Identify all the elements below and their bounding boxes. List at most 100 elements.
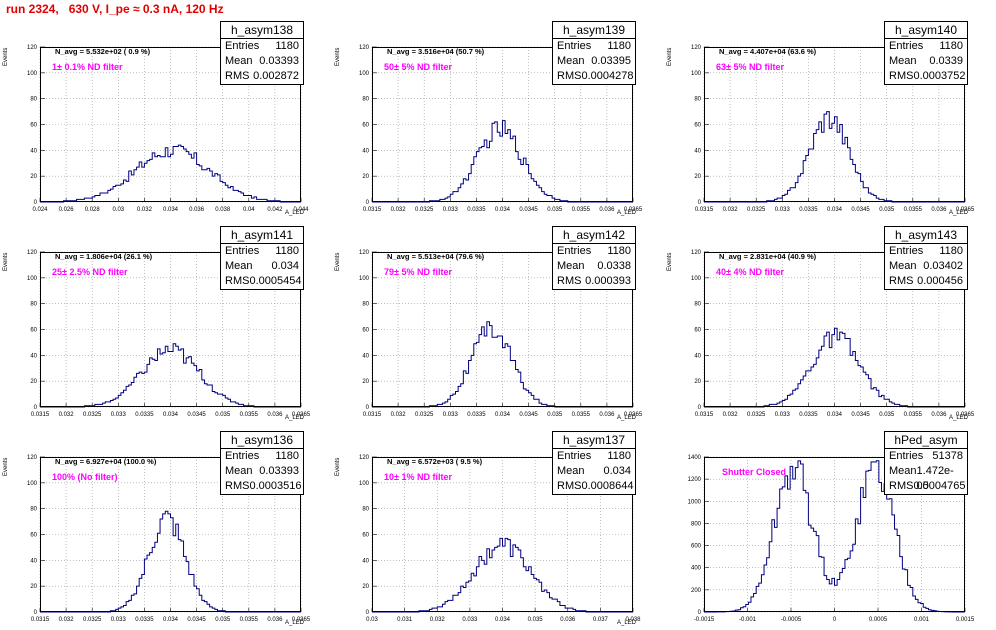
stats-label: Mean: [557, 55, 585, 67]
stats-label: Mean: [889, 260, 917, 272]
y-tick-label: 120: [691, 250, 702, 256]
y-axis-label: Events: [3, 252, 9, 271]
histogram-name: h_asym141: [221, 227, 303, 244]
stats-label: RMS: [557, 275, 582, 287]
histogram-line: [372, 321, 633, 408]
x-tick-label: 0.035: [528, 617, 544, 623]
histogram-panel-h_asym137: 0.03 0.031 0.032 0.033 0.034 0.035 0.036 0.037 0…: [332, 430, 654, 630]
x-axis-label: A_LED: [285, 210, 305, 216]
x-tick-label: 0.0325: [415, 207, 434, 213]
y-axis-label: Events: [335, 252, 341, 271]
y-tick-label: 60: [30, 533, 37, 539]
stats-value: 1.472e-05: [916, 465, 954, 492]
stats-label: Entries: [225, 450, 260, 462]
stats-label: Mean: [225, 55, 253, 67]
stats-row-rms: RMS 0.0003752: [885, 69, 967, 84]
stats-box: h_asym136 Entries 1180 Mean 0.03393 RMS 0.0003…: [220, 431, 304, 495]
plot-frame: [704, 457, 965, 612]
x-tick-label: 0.035: [215, 617, 231, 623]
x-tick-label: 0.036: [267, 617, 283, 623]
stats-value: 0.034: [271, 260, 299, 272]
x-tick-label: 0.0345: [851, 207, 870, 213]
x-tick-label: 0.0345: [519, 207, 538, 213]
y-tick-label: 200: [691, 588, 702, 594]
y-tick-label: 40: [30, 148, 37, 154]
x-tick-label: 0.0365: [624, 412, 643, 418]
stats-label: RMS: [889, 275, 914, 287]
navg-annotation: N_avg = 5.513e+04 (79.6 %): [387, 252, 485, 261]
stats-value: 1180: [275, 40, 299, 52]
x-tick-label: 0.034: [495, 617, 511, 623]
x-tick-label: 0.032: [137, 207, 153, 213]
y-tick-label: 0: [698, 200, 702, 206]
stats-row-entries: Entries 1180: [221, 39, 303, 54]
y-tick-label: 0: [698, 405, 702, 411]
x-tick-label: 0.0325: [83, 412, 102, 418]
x-tick-label: 0.0345: [187, 412, 206, 418]
y-tick-label: 100: [27, 276, 38, 282]
x-tick-label: 0.033: [443, 412, 459, 418]
stats-value: 0.03395: [591, 55, 631, 67]
x-tick-label: 0.033: [111, 617, 127, 623]
x-tick-label: 0.036: [931, 412, 947, 418]
histogram-line: [372, 120, 633, 203]
x-axis-label: A_LED: [949, 210, 969, 216]
x-axis-label: A_LED: [285, 415, 305, 421]
stats-label: Entries: [557, 450, 592, 462]
x-tick-label: 0.036: [267, 412, 283, 418]
x-tick-label: 0.037: [593, 617, 609, 623]
x-tick-label: 0.034: [495, 412, 511, 418]
plot-frame: [40, 252, 301, 407]
y-tick-label: 20: [30, 584, 37, 590]
stats-value: 0.000393: [585, 275, 631, 287]
stats-value: 0.0004278: [581, 70, 634, 82]
y-tick-label: 40: [30, 558, 37, 564]
y-tick-label: 120: [27, 455, 38, 461]
stats-value: 0.000456: [917, 275, 963, 287]
x-tick-label: 0.033: [775, 412, 791, 418]
x-tick-label: 0.034: [163, 207, 179, 213]
x-tick-label: 0.0365: [956, 412, 975, 418]
stats-box: h_asym138 Entries 1180 Mean 0.03393 RMS 0.0028…: [220, 21, 304, 85]
stats-row-entries: Entries 1180: [553, 39, 635, 54]
stats-label: Mean: [225, 465, 253, 477]
filter-annotation: 50± 5% ND filter: [384, 62, 452, 72]
y-tick-label: 100: [27, 71, 38, 77]
y-tick-label: 20: [362, 584, 369, 590]
stats-row-rms: RMS 0.000456: [885, 274, 967, 289]
stats-label: RMS: [889, 480, 914, 492]
y-tick-label: 40: [694, 353, 701, 359]
x-tick-label: 0.038: [215, 207, 231, 213]
y-tick-label: 60: [694, 123, 701, 129]
navg-annotation: N_avg = 6.927e+04 (100.0 %): [55, 457, 157, 466]
x-tick-label: 0.0325: [83, 617, 102, 623]
stats-box: h_asym141 Entries 1180 Mean 0.034 RMS 0.000545…: [220, 226, 304, 290]
x-tick-label: 0.038: [625, 617, 641, 623]
x-axis-label: A_LED: [617, 415, 637, 421]
y-tick-label: 40: [362, 353, 369, 359]
histogram-line: [704, 111, 965, 203]
x-tick-label: 0.0315: [695, 412, 714, 418]
x-tick-label: 0.0335: [799, 412, 818, 418]
navg-annotation: N_avg = 5.532e+02 ( 0.9 %): [55, 47, 151, 56]
y-tick-label: 80: [694, 97, 701, 103]
y-tick-label: 0: [698, 610, 702, 616]
y-tick-label: 1200: [688, 477, 702, 483]
y-tick-label: 600: [691, 544, 702, 550]
y-tick-label: 100: [691, 276, 702, 282]
y-tick-label: 20: [362, 379, 369, 385]
x-tick-label: 0.0005: [869, 617, 888, 623]
y-tick-label: 120: [27, 250, 38, 256]
stats-value: 0.03393: [259, 55, 299, 67]
y-tick-label: 80: [362, 97, 369, 103]
y-tick-label: 0: [34, 200, 38, 206]
plot-frame: [372, 47, 633, 202]
x-tick-label: 0.032: [391, 207, 407, 213]
x-tick-label: 0.0015: [956, 617, 975, 623]
stats-value: 1180: [275, 245, 299, 257]
navg-annotation: N_avg = 1.806e+04 (26.1 %): [55, 252, 153, 261]
y-axis-label: Events: [335, 47, 341, 66]
y-tick-label: 800: [691, 521, 702, 527]
stats-value: 0.002872: [253, 70, 299, 82]
stats-label: Entries: [557, 245, 592, 257]
